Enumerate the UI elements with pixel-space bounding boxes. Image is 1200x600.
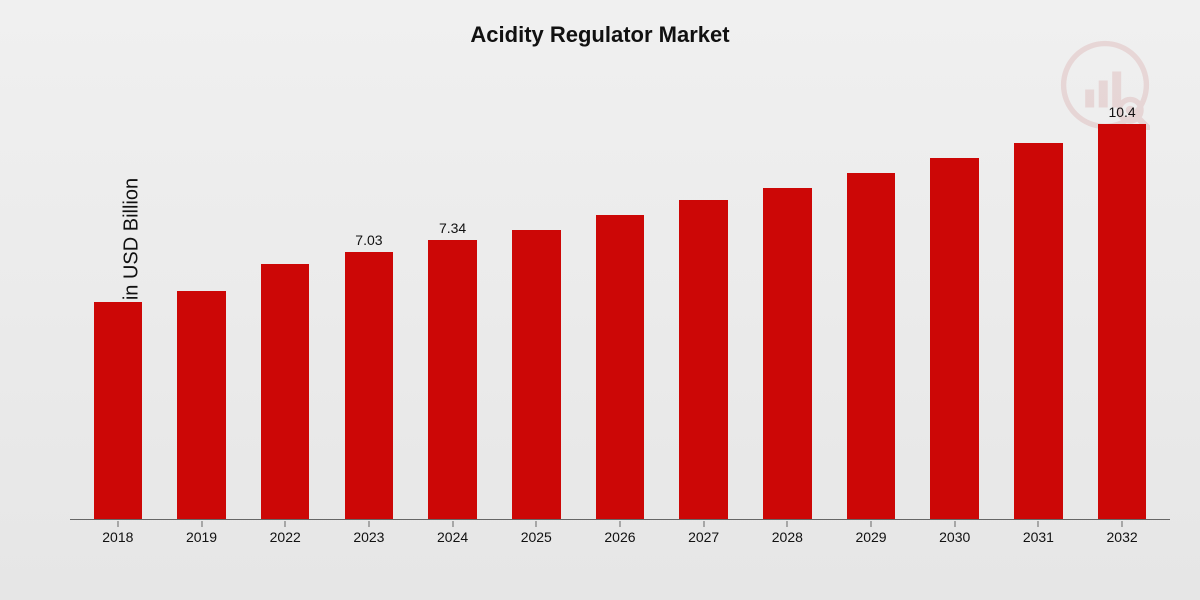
bar-wrap: 2022 xyxy=(243,120,327,519)
x-axis-label: 2024 xyxy=(437,529,468,545)
bar xyxy=(1014,143,1063,519)
x-axis-label: 2025 xyxy=(521,529,552,545)
bar-wrap: 2029 xyxy=(829,120,913,519)
bar xyxy=(428,240,477,519)
bar-wrap: 2019 xyxy=(160,120,244,519)
bar xyxy=(94,302,143,519)
x-axis-label: 2027 xyxy=(688,529,719,545)
x-axis-label: 2026 xyxy=(604,529,635,545)
x-axis-label: 2028 xyxy=(772,529,803,545)
x-tick xyxy=(787,521,788,527)
x-axis-label: 2031 xyxy=(1023,529,1054,545)
bar-wrap: 2030 xyxy=(913,120,997,519)
bar-wrap: 2018 xyxy=(76,120,160,519)
bar xyxy=(930,158,979,519)
bar-wrap: 2027 xyxy=(662,120,746,519)
x-tick xyxy=(1038,521,1039,527)
x-tick xyxy=(703,521,704,527)
bar xyxy=(763,188,812,519)
bar xyxy=(1098,124,1147,519)
x-tick xyxy=(871,521,872,527)
x-axis-label: 2019 xyxy=(186,529,217,545)
x-axis-label: 2022 xyxy=(270,529,301,545)
x-axis-label: 2029 xyxy=(855,529,886,545)
bar xyxy=(512,230,561,519)
x-tick xyxy=(201,521,202,527)
bar-data-label: 7.34 xyxy=(439,220,466,236)
bar-wrap: 2028 xyxy=(746,120,830,519)
bar-wrap: 7.342024 xyxy=(411,120,495,519)
bar-data-label: 7.03 xyxy=(355,232,382,248)
bar xyxy=(345,252,394,519)
x-tick xyxy=(619,521,620,527)
bar xyxy=(679,200,728,519)
bar-wrap: 2026 xyxy=(578,120,662,519)
bar-wrap: 2031 xyxy=(997,120,1081,519)
bar-data-label: 10.4 xyxy=(1108,104,1135,120)
x-tick xyxy=(1122,521,1123,527)
bar xyxy=(177,291,226,519)
x-axis-label: 2032 xyxy=(1107,529,1138,545)
x-tick xyxy=(285,521,286,527)
x-tick xyxy=(368,521,369,527)
bar xyxy=(261,264,310,519)
plot-area: 2018201920227.0320237.342024202520262027… xyxy=(70,120,1170,520)
x-tick xyxy=(536,521,537,527)
x-axis-label: 2018 xyxy=(102,529,133,545)
x-axis-label: 2023 xyxy=(353,529,384,545)
bar-wrap: 10.42032 xyxy=(1080,120,1164,519)
bar xyxy=(847,173,896,519)
bar-wrap: 2025 xyxy=(494,120,578,519)
x-axis-label: 2030 xyxy=(939,529,970,545)
chart-title: Acidity Regulator Market xyxy=(0,22,1200,48)
x-tick xyxy=(117,521,118,527)
bar xyxy=(596,215,645,519)
x-tick xyxy=(452,521,453,527)
x-tick xyxy=(954,521,955,527)
bar-wrap: 7.032023 xyxy=(327,120,411,519)
